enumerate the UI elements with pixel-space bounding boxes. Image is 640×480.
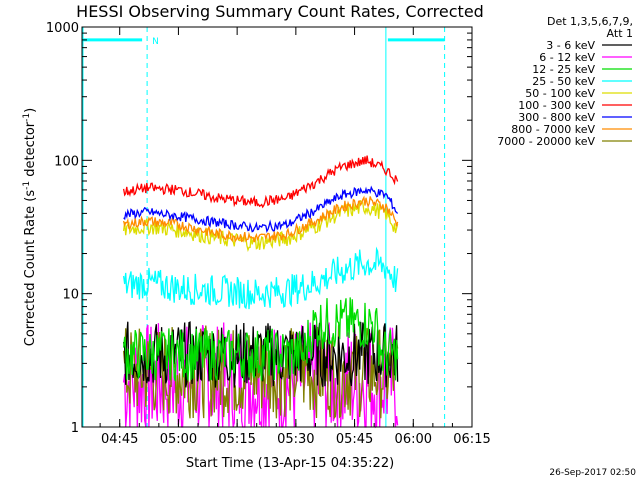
y-tick-label: 10 — [62, 288, 79, 303]
x-axis-label: Start Time (13-Apr-15 04:35:22) — [186, 456, 394, 471]
legend-header-line1: Det 1,3,5,6,7,9, — [547, 15, 633, 28]
series-line — [122, 297, 399, 382]
x-tick-label: 05:15 — [218, 432, 255, 447]
legend-label: 3 - 6 keV — [546, 39, 595, 52]
legend-label: 12 - 25 keV — [532, 63, 595, 76]
x-tick-label: 05:00 — [160, 432, 197, 447]
chart-title: HESSI Observing Summary Count Rates, Cor… — [76, 2, 484, 21]
y-tick-label: 1 — [71, 421, 79, 436]
band-label: N — [152, 37, 159, 47]
x-tick-label: 06:15 — [453, 432, 490, 447]
y-tick-label: 1000 — [46, 21, 79, 36]
x-tick-label: 05:30 — [277, 432, 314, 447]
plot-frame — [81, 26, 473, 428]
legend-label: 100 - 300 keV — [518, 99, 595, 112]
series-line — [122, 195, 399, 243]
x-tick-label: 05:45 — [336, 432, 373, 447]
series-line — [122, 155, 399, 209]
y-axis-label: Corrected Count Rate (s-1 detector-1) — [22, 108, 38, 346]
series-line — [122, 199, 399, 253]
legend-label: 6 - 12 keV — [539, 51, 595, 64]
y-tick-label: 100 — [54, 154, 79, 169]
timestamp: 26-Sep-2017 02:50 — [549, 468, 636, 478]
legend-label: 800 - 7000 keV — [511, 123, 595, 136]
series-line — [122, 246, 399, 310]
legend-label: 25 - 50 keV — [532, 75, 595, 88]
legend-header-line2: Att 1 — [607, 27, 633, 40]
series-line — [123, 185, 399, 234]
legend-label: 50 - 100 keV — [525, 87, 595, 100]
x-tick-label: 04:45 — [101, 432, 138, 447]
legend-label: 7000 - 20000 keV — [497, 135, 595, 148]
x-tick-label: 06:00 — [395, 432, 432, 447]
legend-label: 300 - 800 keV — [518, 111, 595, 124]
